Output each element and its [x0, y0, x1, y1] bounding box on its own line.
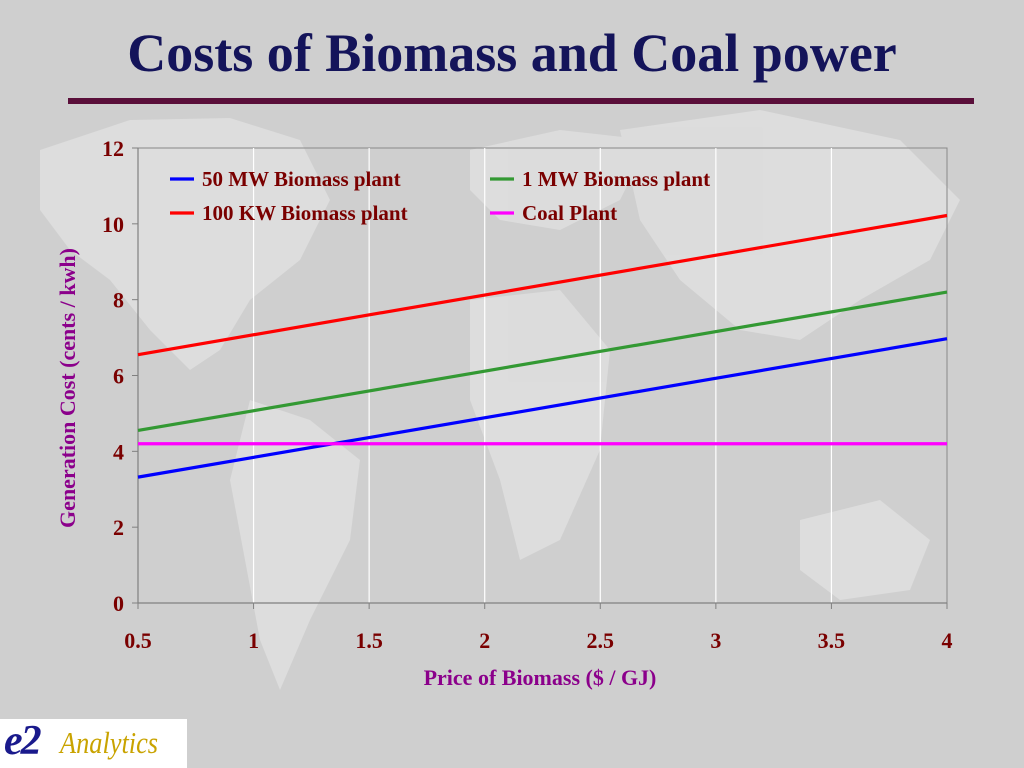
y-tick-label: 0: [113, 591, 124, 616]
y-tick-label: 10: [102, 212, 124, 237]
chart-legend: 50 MW Biomass plant 1 MW Biomass plant 100…: [170, 167, 710, 225]
title-divider: [68, 98, 974, 104]
grid-lines: [252, 148, 833, 603]
legend-label: 50 MW Biomass plant: [202, 167, 401, 191]
axes: [132, 147, 948, 609]
x-tick-label: 1.5: [355, 628, 383, 653]
x-tick-label: 3.5: [818, 628, 846, 653]
legend-label: 1 MW Biomass plant: [522, 167, 710, 191]
world-map-background: [40, 110, 960, 690]
x-tick-label: 3: [710, 628, 721, 653]
y-tick-label: 8: [113, 288, 124, 313]
series-line: [137, 290, 948, 433]
legend-label: Coal Plant: [522, 201, 617, 225]
logo-mark: e2: [4, 718, 42, 764]
slide-title: Costs of Biomass and Coal power: [127, 23, 897, 83]
x-axis-label: Price of Biomass ($ / GJ): [424, 665, 657, 690]
series-lines: [137, 213, 948, 479]
y-tick-labels: 0 2 4 6 8 10 12: [102, 136, 124, 616]
x-tick-label: 2.5: [587, 628, 615, 653]
legend-label: 100 KW Biomass plant: [202, 201, 408, 225]
x-tick-labels: 0.5 1 1.5 2 2.5 3 3.5 4: [124, 628, 952, 653]
company-logo: e2 Analytics: [0, 718, 187, 768]
y-tick-label: 6: [113, 364, 124, 389]
series-line: [137, 337, 948, 479]
series-line: [137, 213, 948, 357]
x-tick-label: 4: [942, 628, 953, 653]
y-tick-label: 12: [102, 136, 124, 161]
x-tick-label: 0.5: [124, 628, 152, 653]
logo-wordmark: Analytics: [60, 725, 159, 760]
y-tick-label: 2: [113, 515, 124, 540]
y-tick-label: 4: [113, 439, 124, 464]
y-axis-label: Generation Cost (cents / kwh): [55, 248, 80, 528]
x-tick-label: 2: [479, 628, 490, 653]
x-tick-label: 1: [248, 628, 259, 653]
